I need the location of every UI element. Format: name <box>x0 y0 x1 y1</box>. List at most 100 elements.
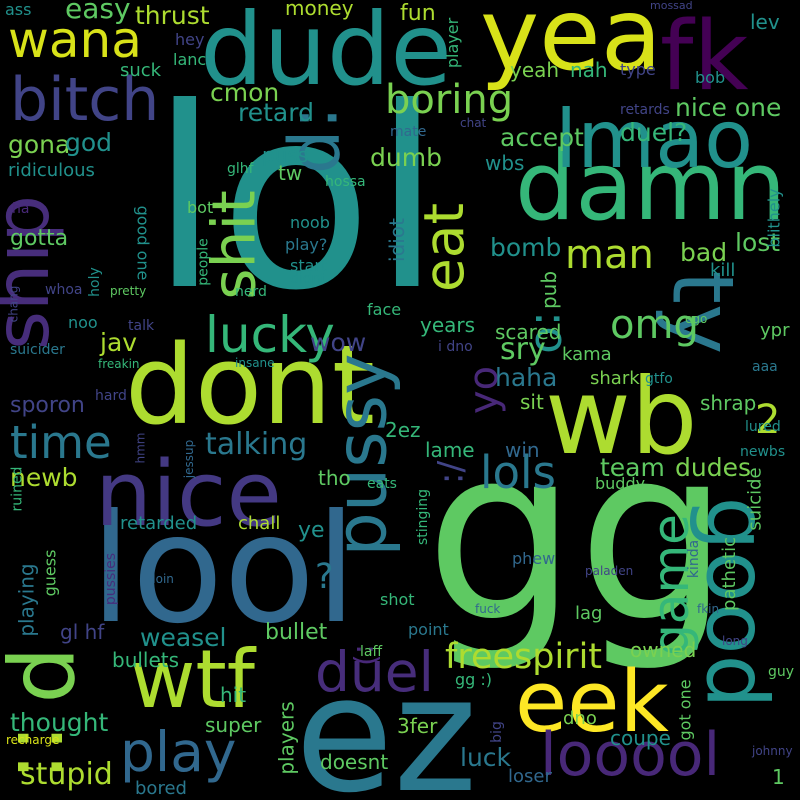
word-ass: ass <box>5 0 32 19</box>
word-lured: lured <box>745 419 781 435</box>
word-team: team <box>600 453 665 482</box>
word-boring: boring <box>385 77 514 123</box>
word-hey: hey <box>175 30 205 49</box>
word-lmao: lmao <box>555 93 754 186</box>
word-nice: nice <box>95 442 282 547</box>
word-bad: bad <box>680 238 728 267</box>
word-sit: sit <box>520 390 544 414</box>
word-hard: hard <box>95 388 127 404</box>
word-doin: doin <box>148 572 174 586</box>
word-coupe: coupe <box>610 726 671 750</box>
word-sry: sry <box>500 332 546 367</box>
word-weasel: weasel <box>140 623 227 652</box>
word-puss: puss <box>262 143 309 167</box>
word-lag: lag <box>575 603 603 624</box>
word-damn: damn <box>515 132 787 242</box>
word-lol: lol <box>150 54 442 345</box>
word-long: long <box>722 634 748 648</box>
word-hossa: hossa <box>325 174 366 190</box>
word-recharge: recharge <box>6 733 60 747</box>
word-bullets: bullets <box>112 648 180 672</box>
word-lev: lev <box>750 10 780 34</box>
word-type: type <box>620 60 656 79</box>
word-shot: shot <box>380 590 415 609</box>
word-jav: jav <box>100 328 138 357</box>
word-blithely: blithely <box>764 188 784 248</box>
word-mossad: mossad <box>650 0 693 12</box>
word-stupid: stupid <box>20 757 113 792</box>
word-buddy: buddy <box>595 474 646 493</box>
word-fkin: fkin <box>697 602 720 616</box>
word-pussy: pussy <box>320 353 403 557</box>
word-pathetic: pathetic <box>718 537 740 611</box>
word-newb: newb <box>10 463 78 492</box>
word-kama: kama <box>562 344 612 365</box>
word-sporon: sporon <box>10 393 85 418</box>
word-ha: ha <box>12 201 30 217</box>
word-time: time <box>10 416 112 469</box>
word-noo: noo <box>68 313 98 332</box>
word-lucky: lucky <box>205 306 335 364</box>
word-thought: thought <box>10 708 109 737</box>
word-eat: eat <box>412 202 477 293</box>
word-ship: ship <box>0 194 67 351</box>
word-insane: insane <box>235 356 275 370</box>
word-good-one: good one <box>133 205 153 281</box>
word-playing: playing <box>14 563 39 637</box>
word-glhf: glhf <box>227 161 254 177</box>
word-wow: wow <box>310 328 367 357</box>
word-doesnt: doesnt <box>320 750 389 774</box>
word-dudes: dudes <box>675 453 751 482</box>
word-question: ? <box>315 557 334 597</box>
word-point: point <box>408 620 449 639</box>
word-god: god <box>65 128 113 157</box>
word-scared: scared <box>495 320 562 344</box>
word-talking: talking <box>205 427 308 462</box>
word-dno: dno <box>563 708 597 729</box>
word-whoa: whoa <box>45 282 83 298</box>
word-bitch: bitch <box>10 65 160 135</box>
word-fk: fk <box>660 2 749 112</box>
word-luck: luck <box>460 743 512 772</box>
word-duel-q: duel? <box>620 118 688 147</box>
word-ego: ego <box>685 312 708 326</box>
word-hit: hit <box>220 683 247 707</box>
word-d: d <box>0 646 96 704</box>
word-lols: lols <box>480 446 556 499</box>
word-idiot: idiot <box>384 218 409 262</box>
word-jessup: jessup <box>182 439 197 479</box>
word-wana: wana <box>8 11 142 69</box>
word-thrust: thrust <box>135 1 210 30</box>
word-nice-one: nice one <box>675 93 782 122</box>
word-laff: laff <box>360 644 383 660</box>
word-nerd: nerd <box>235 284 267 300</box>
word-hmm: hmm <box>133 432 148 464</box>
word-kill: kill <box>710 260 736 281</box>
word-gotta: gotta <box>10 226 69 251</box>
word-ridiculous: ridiculous <box>8 160 95 181</box>
word-yeah: yeah <box>510 58 560 82</box>
word-1: 1 <box>772 765 785 789</box>
word-3fer: 3fer <box>397 714 438 738</box>
word-eek: eek <box>515 653 669 752</box>
word-play-q: play? <box>285 235 328 254</box>
word-holy: holy <box>86 267 103 297</box>
word-play: play <box>120 720 237 784</box>
word-chall: chall <box>238 513 281 534</box>
word-retards: retards <box>620 102 670 118</box>
word-fuck: fuck <box>475 602 501 616</box>
word-accept: accept <box>500 123 584 152</box>
word-easy: easy <box>65 0 131 25</box>
word-face: face <box>367 300 402 319</box>
word-talk: talk <box>128 318 155 334</box>
word-pub: pub <box>537 270 562 310</box>
word-game: game <box>641 514 700 656</box>
word-bullet: bullet <box>265 620 328 645</box>
word-people: people <box>195 238 212 286</box>
word-didnt: didnt <box>290 271 327 287</box>
word-omg: omg <box>610 302 699 348</box>
word-guy: guy <box>768 664 795 680</box>
word-i-dno: i dno <box>438 339 473 355</box>
word-retard: retard <box>238 98 314 127</box>
